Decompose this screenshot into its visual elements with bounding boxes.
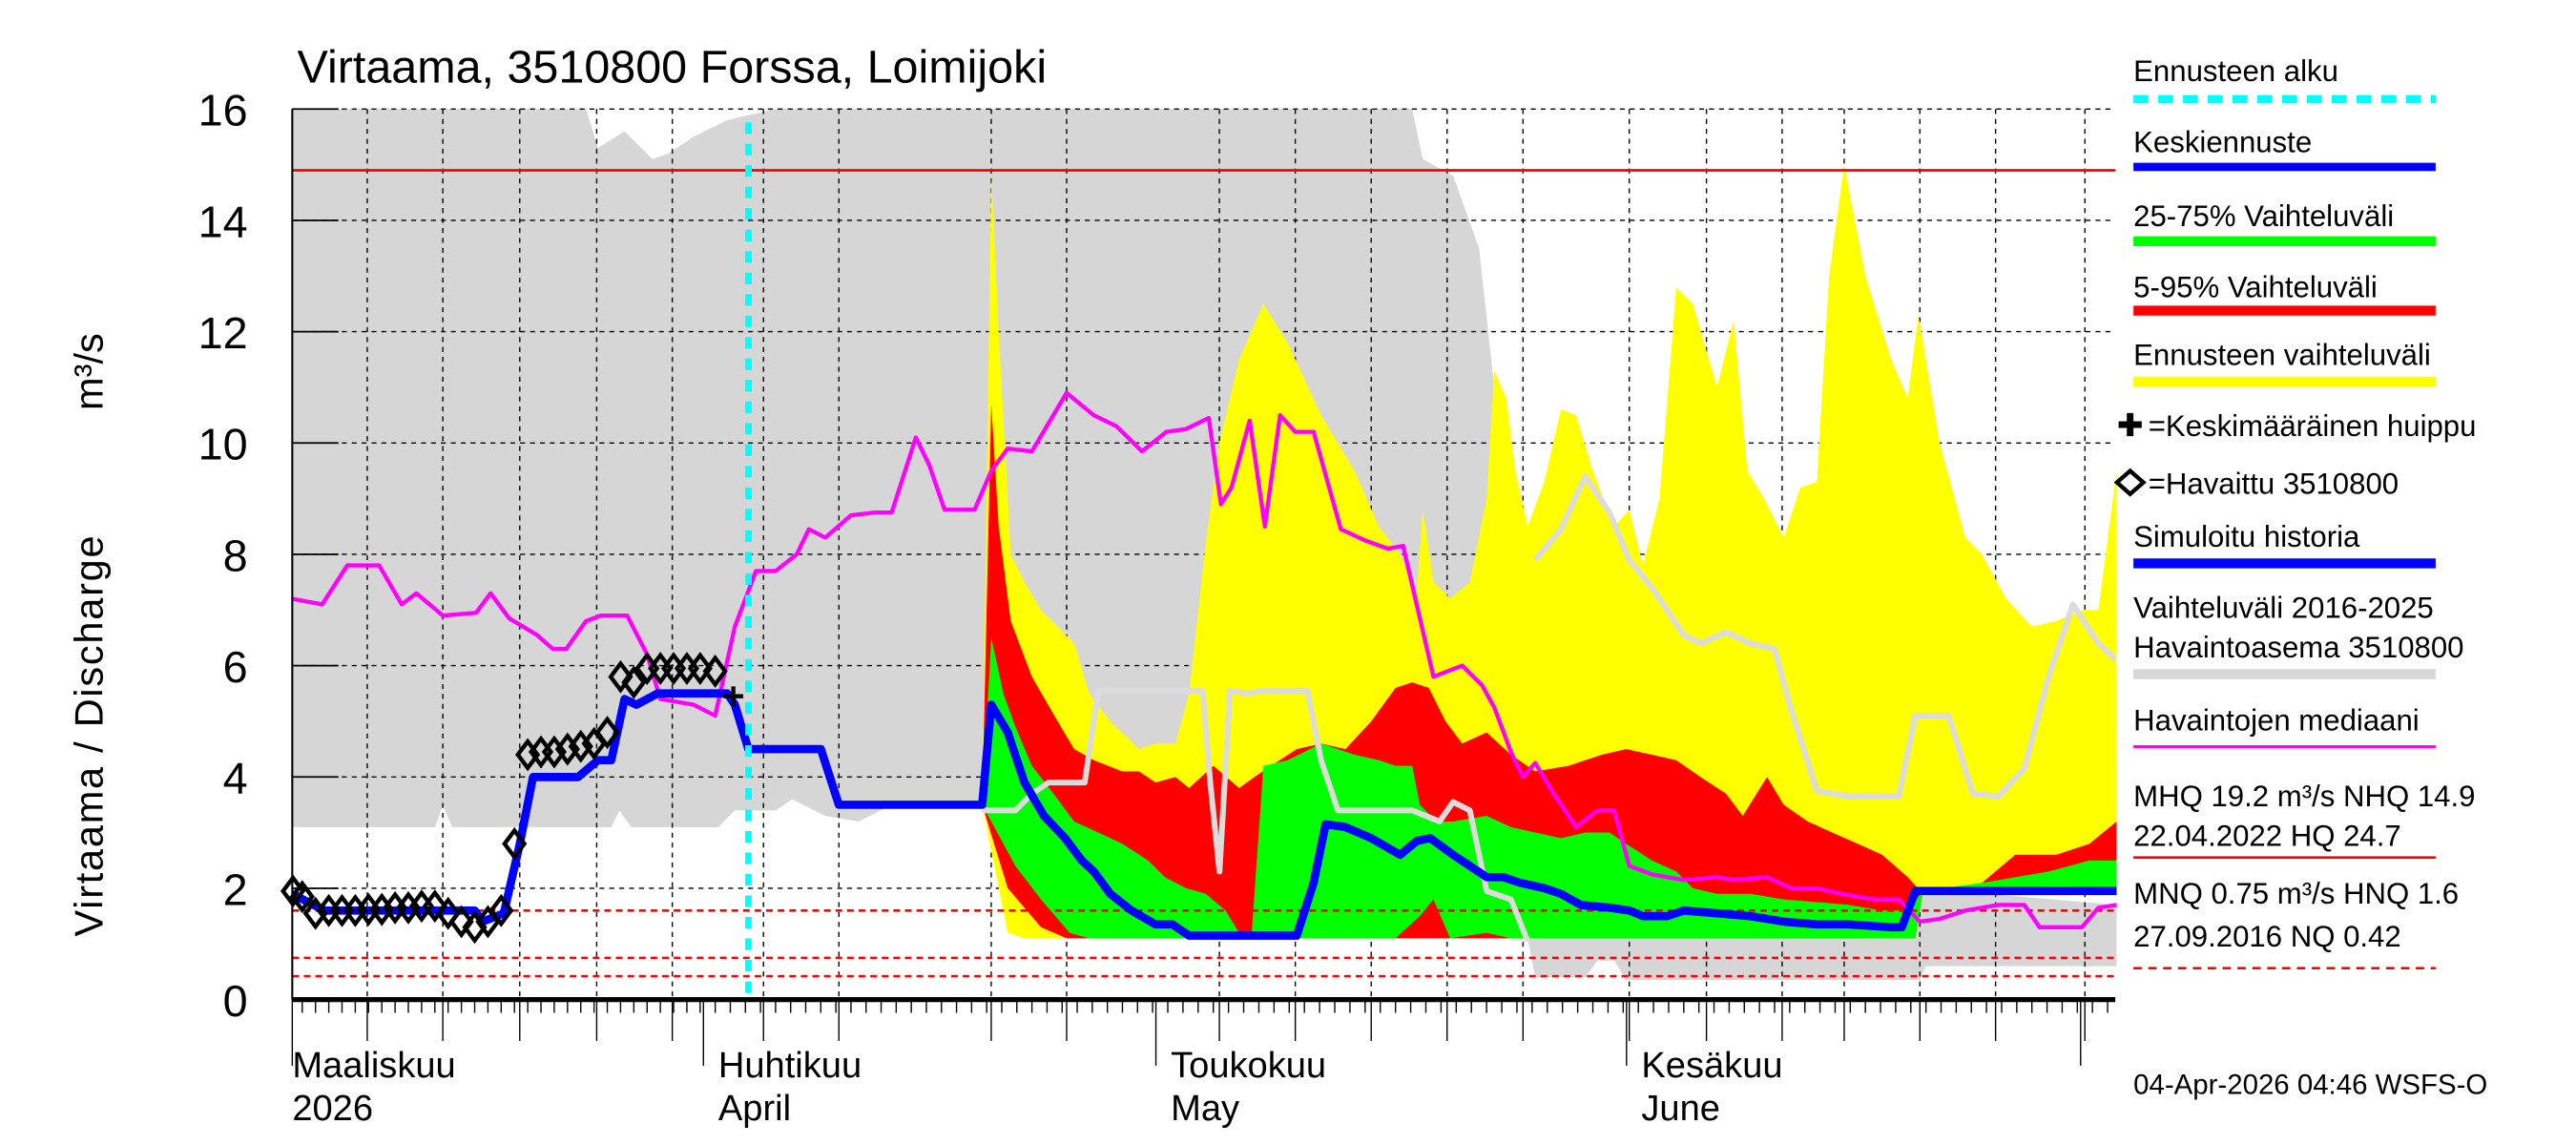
legend-mhq-line1: MHQ 19.2 m³/s NHQ 14.9 [2133, 780, 2475, 813]
legend-mean-peak: =Keskimääräinen huippu [2149, 409, 2477, 443]
median-forecast-line [974, 700, 2117, 940]
y-tick-label: 6 [223, 642, 248, 692]
observed-point [702, 654, 728, 688]
y-axis-label: Virtaama / Discharge [66, 534, 111, 937]
x-month-label-fi: Toukokuu [1171, 1046, 1326, 1086]
footer-timestamp: 04-Apr-2026 04:46 WSFS-O [2133, 1069, 2487, 1100]
observed-point [302, 896, 328, 930]
observed-point [687, 652, 713, 685]
legend-median-forecast: Keskiennuste [2133, 125, 2312, 158]
y-tick-label: 10 [198, 420, 248, 469]
history-year-line [982, 687, 1530, 943]
y-tick-label: 14 [198, 197, 248, 246]
y-tick-label: 8 [223, 531, 248, 580]
observed-point [383, 890, 408, 925]
legend-obs-median: Havaintojen mediaani [2133, 703, 2420, 737]
observed-point [541, 735, 568, 769]
observed-point [528, 735, 554, 769]
x-month-label-en: May [1171, 1089, 1239, 1129]
observed-point [329, 893, 355, 927]
observed-point [356, 892, 382, 926]
p25-75-band [982, 637, 2117, 939]
legend-mnq-line2: 27.09.2016 NQ 0.42 [2133, 920, 2401, 953]
observed-point [634, 652, 660, 685]
observed-point [369, 892, 395, 926]
observed-point [343, 893, 368, 927]
observed-point [488, 893, 514, 927]
legend: Ennusteen alku Keskiennuste 25-75% Vaiht… [2113, 54, 2477, 970]
legend-mhq-line2: 22.04.2022 HQ 24.7 [2133, 820, 2401, 853]
observed-point [594, 716, 620, 750]
observed-point [674, 652, 700, 685]
y-tick-label: 16 [198, 86, 248, 135]
observed-point [395, 890, 422, 925]
plot-area [280, 108, 2117, 1066]
x-month-label-fi: Maaliskuu [292, 1046, 455, 1086]
plus-icon [2118, 412, 2142, 437]
y-tick-labels: 0 2 4 6 8 10 12 14 16 [198, 86, 248, 1026]
legend-simulated: Simuloitu historia [2133, 520, 2360, 553]
y-tick-label: 4 [223, 754, 248, 803]
x-month-label-en: 2026 [292, 1089, 373, 1129]
observed-point [648, 652, 674, 685]
legend-mnq-line1: MNQ 0.75 m³/s HNQ 1.6 [2133, 877, 2459, 910]
legend-p5-95: 5-95% Vaihteluväli [2133, 271, 2378, 304]
observed-point [568, 729, 593, 763]
observed-point [280, 874, 306, 908]
observed-point [621, 665, 647, 699]
diamond-icon [2113, 468, 2147, 497]
forecast-range-band [982, 164, 2117, 939]
x-month-label-fi: Kesäkuu [1641, 1046, 1782, 1086]
legend-hist-range-2: Havaintoasema 3510800 [2133, 631, 2463, 664]
legend-p25-75: 25-75% Vaihteluväli [2133, 199, 2394, 233]
observed-point [502, 826, 528, 861]
x-month-label-en: June [1641, 1089, 1720, 1129]
legend-observed: =Havaittu 3510800 [2149, 468, 2399, 501]
y-tick-label: 12 [198, 308, 248, 358]
observed-median-line [291, 390, 2117, 929]
observed-point [554, 732, 580, 766]
x-month-label-fi: Huhtikuu [718, 1046, 862, 1086]
observed-point [660, 652, 687, 685]
y-tick-label: 0 [223, 976, 248, 1026]
y-axis-unit: m³/s [66, 333, 111, 410]
mean-peak-marker [723, 686, 744, 707]
chart-title: Virtaama, 3510800 Forssa, Loimijoki [298, 42, 1048, 94]
observed-point [515, 738, 541, 772]
history-year-line [1532, 473, 2116, 800]
legend-forecast-start: Ennusteen alku [2133, 54, 2338, 88]
legend-hist-range-1: Vaihteluväli 2016-2025 [2133, 592, 2434, 625]
observed-point [316, 893, 342, 927]
observed-point [408, 889, 434, 924]
y-tick-label: 2 [223, 864, 248, 914]
x-month-label-en: April [718, 1089, 791, 1129]
legend-forecast-range: Ennusteen vaihteluväli [2133, 339, 2431, 372]
